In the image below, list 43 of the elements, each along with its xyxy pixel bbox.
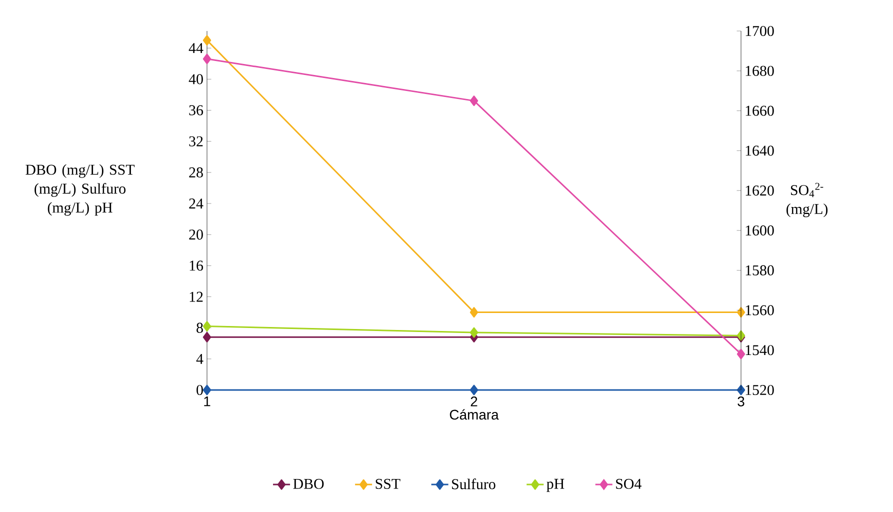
point [202,332,212,342]
legend-label: SO4 [616,478,642,489]
legend-label: Sulfuro [452,478,496,490]
y-tick-label: 8 [196,322,203,333]
x-tick-label: 2 [470,396,478,406]
y-axis-title: DBO (mg/L) SST (mg/L) Sulfuro (mg/L) pH [26,164,135,216]
point [202,35,212,46]
y-tick-label: 20 [189,230,203,240]
y-tick-label: 12 [190,292,203,302]
y-tick-label: 40 [188,74,203,84]
y-tick-label: 16 [190,260,204,271]
text: SO$_{4}$2- (mg/L) [786,182,828,218]
y2-tick-label: 1580 [746,265,774,276]
x-axis-title: Cámara [450,409,499,420]
legend-label: DBO [293,478,324,489]
y2-tick-label: 1700 [746,26,774,36]
legend-label: SST [376,478,400,489]
y2-tick-label: 1560 [746,305,774,316]
y2-tick-label: 1660 [746,106,774,116]
point [470,384,478,396]
point [736,348,746,360]
y-tick-label: 44 [188,43,204,54]
y2-tick-label: 1600 [746,225,774,236]
y2-tick-label: 1540 [746,345,774,356]
legend-label: pH [546,478,564,492]
y2-tick-label: 1680 [746,66,774,76]
point [470,96,478,106]
y2-tick-label: 1640 [746,146,774,156]
point [470,307,478,318]
x-tick-label: 3 [738,396,744,406]
point [202,384,212,396]
y2-tick-label: 1620 [746,186,774,196]
y-tick-label: 24 [189,198,204,208]
x-tick-label: 1 [204,396,210,406]
point [202,321,212,332]
y-tick-label: 36 [189,105,204,116]
point [470,327,478,338]
y-tick-label: 32 [189,136,203,146]
y2-tick-label: 1520 [746,384,774,396]
y-tick-label: 0 [196,384,203,396]
y-tick-label: 28 [189,167,203,178]
point [202,54,212,64]
y-tick-label: 4 [196,354,204,364]
